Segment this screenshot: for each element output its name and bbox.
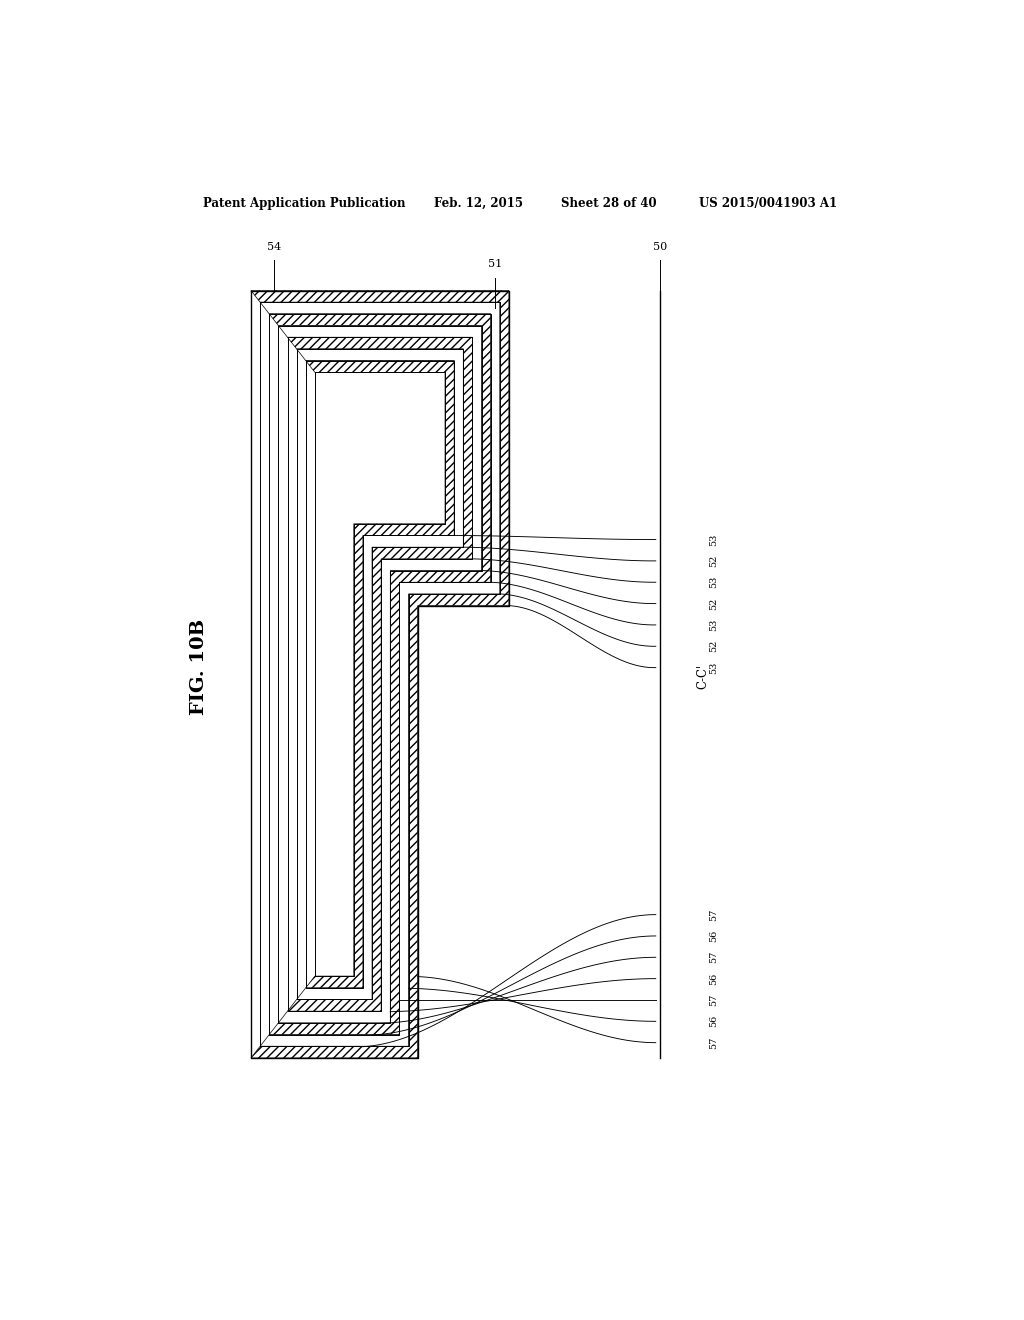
Text: 57: 57 <box>709 994 718 1006</box>
Text: 52: 52 <box>709 598 718 610</box>
Text: US 2015/0041903 A1: US 2015/0041903 A1 <box>699 197 838 210</box>
Polygon shape <box>251 290 509 1057</box>
Polygon shape <box>297 348 463 999</box>
Text: 57: 57 <box>709 908 718 921</box>
Polygon shape <box>269 314 490 1035</box>
Text: FIG. 10B: FIG. 10B <box>190 619 209 714</box>
Text: 52: 52 <box>709 640 718 652</box>
Text: 53: 53 <box>709 533 718 545</box>
Text: 56: 56 <box>709 929 718 942</box>
Text: 52: 52 <box>709 554 718 568</box>
Text: 56: 56 <box>709 1015 718 1027</box>
Text: 57: 57 <box>709 1036 718 1049</box>
Polygon shape <box>306 360 455 987</box>
Text: 54: 54 <box>266 242 281 252</box>
Polygon shape <box>288 338 472 1011</box>
Text: 57: 57 <box>709 952 718 964</box>
Polygon shape <box>251 290 509 1057</box>
Text: 53: 53 <box>709 619 718 631</box>
Text: 53: 53 <box>709 661 718 673</box>
Text: Sheet 28 of 40: Sheet 28 of 40 <box>560 197 656 210</box>
Text: Feb. 12, 2015: Feb. 12, 2015 <box>433 197 522 210</box>
Text: 53: 53 <box>709 576 718 589</box>
Text: 56: 56 <box>709 973 718 985</box>
Text: C-C': C-C' <box>697 664 710 689</box>
Polygon shape <box>279 326 481 1023</box>
Text: 50: 50 <box>652 242 667 252</box>
Text: Patent Application Publication: Patent Application Publication <box>204 197 406 210</box>
Polygon shape <box>260 302 500 1047</box>
Text: 51: 51 <box>488 260 503 269</box>
